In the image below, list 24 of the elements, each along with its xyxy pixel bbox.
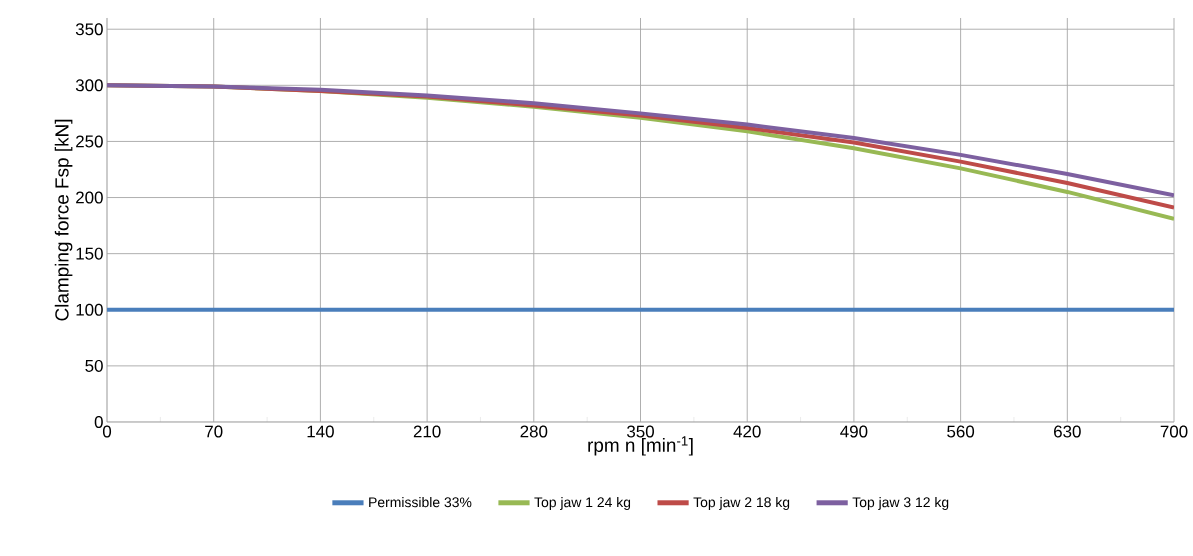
x-tick-label: 420 xyxy=(733,425,761,438)
x-tick-label: 70 xyxy=(205,425,223,438)
legend-label: Top jaw 1 24 kg xyxy=(534,496,631,510)
x-tick-label: 210 xyxy=(413,425,441,438)
x-tick-label: 0 xyxy=(102,425,112,438)
legend-label: Permissible 33% xyxy=(369,496,472,508)
x-tick-label: 490 xyxy=(840,425,868,438)
x-tick-label: 350 xyxy=(627,425,654,438)
x-tick-label: 630 xyxy=(1054,425,1081,438)
y-tick-label: 150 xyxy=(76,247,103,260)
legend-label: Top jaw 2 18 kg xyxy=(693,496,790,510)
y-tick-label: 250 xyxy=(76,135,103,148)
y-tick-label: 50 xyxy=(85,359,103,372)
x-tick-label: 280 xyxy=(520,425,548,438)
legend-label: Top jaw 3 12 kg xyxy=(852,496,949,510)
x-tick-label: 560 xyxy=(947,425,975,438)
x-tick-label: 140 xyxy=(307,425,334,438)
y-tick-label: 100 xyxy=(76,303,103,316)
y-tick-label: 0 xyxy=(94,415,103,428)
y-axis-title: Clamping force Fsp [kN] xyxy=(54,119,73,321)
y-tick-label: 350 xyxy=(75,23,103,36)
y-tick-label: 200 xyxy=(76,191,103,204)
y-tick-label: 300 xyxy=(75,79,103,92)
x-tick-label: 700 xyxy=(1160,425,1188,438)
